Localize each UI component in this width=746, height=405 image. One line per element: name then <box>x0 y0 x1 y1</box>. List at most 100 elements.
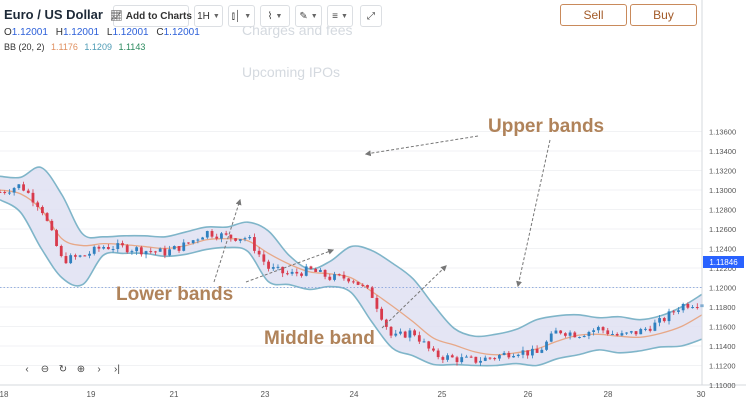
candle-body <box>370 287 374 298</box>
candle-body <box>460 357 464 363</box>
candle-body <box>41 206 44 214</box>
current-price-tag: 1.11846 <box>703 256 744 268</box>
candle-body <box>177 246 181 251</box>
candle-body <box>606 330 610 334</box>
upper-bands-annotation: Upper bands <box>488 116 605 137</box>
candle-body <box>26 190 30 193</box>
candle-body <box>121 243 124 246</box>
candle-body <box>139 247 143 255</box>
candle-body <box>271 267 275 269</box>
y-tick-label: 1.11800 <box>709 303 736 312</box>
candle-body <box>389 326 393 336</box>
candle-body <box>64 256 68 264</box>
candle-body <box>55 230 58 247</box>
candle-body <box>201 237 204 240</box>
add-to-charts-button[interactable]: 📈︎ Add to Charts <box>110 5 192 27</box>
candle-body <box>78 255 82 257</box>
candle-body <box>83 255 87 257</box>
candle-body <box>22 184 25 191</box>
candle-body <box>309 266 313 269</box>
y-tick-label: 1.11600 <box>709 323 736 332</box>
candle-body <box>12 188 16 193</box>
candle-body <box>695 307 699 309</box>
candle-body <box>318 269 322 272</box>
fullscreen-button[interactable]: ⤢ <box>360 5 382 27</box>
candle-body <box>587 332 591 336</box>
candle-body <box>0 191 2 193</box>
candle-body <box>172 246 176 250</box>
interval-dropdown[interactable]: 1H ▼ <box>194 5 223 27</box>
zoom-out-icon[interactable]: ⊖ <box>40 363 50 375</box>
candle-body <box>257 250 261 255</box>
low-label: L <box>106 27 113 38</box>
candle-body <box>347 278 351 282</box>
chart-navigation: ‹ ⊖ ↻ ⊕ › ›| <box>18 361 126 377</box>
x-tick-label: 23 <box>261 390 270 399</box>
candle-body <box>102 247 106 249</box>
candle-body <box>125 245 129 253</box>
candle-body <box>403 331 407 338</box>
candle-body <box>50 220 54 231</box>
sell-button[interactable]: Sell <box>560 4 627 26</box>
candle-body <box>248 237 252 239</box>
candle-body <box>380 308 384 320</box>
x-tick-label: 30 <box>697 390 706 399</box>
y-tick-label: 1.13000 <box>709 186 736 195</box>
candle-body <box>366 285 369 288</box>
candle-body <box>648 328 652 331</box>
zoom-in-icon[interactable]: ⊕ <box>76 363 86 375</box>
candle-body <box>73 255 77 257</box>
scroll-left-icon[interactable]: ‹ <box>25 363 29 375</box>
candle-body <box>224 233 228 235</box>
candle-body <box>8 192 11 194</box>
candle-body <box>229 234 233 239</box>
candle-body <box>436 350 440 358</box>
candle-body <box>253 237 256 251</box>
candle-body <box>634 331 638 335</box>
jump-to-end-icon[interactable]: ›| <box>114 363 120 375</box>
candle-body <box>658 318 661 323</box>
chevron-down-icon: ▼ <box>340 12 348 20</box>
high-label: H <box>55 27 63 38</box>
high-value: 1.12001 <box>62 27 100 38</box>
chevron-down-icon: ▼ <box>244 12 252 20</box>
candle-body <box>361 284 365 286</box>
candle-body <box>92 246 96 254</box>
chart-type-dropdown[interactable]: ⫾│ ▼ <box>228 5 255 27</box>
candle-body <box>502 352 506 356</box>
indicator-middle-value: 1.1176 <box>51 42 78 52</box>
interval-label: 1H <box>197 10 210 22</box>
annotation-arrow <box>213 198 242 283</box>
candle-body <box>545 341 548 350</box>
layers-icon: ≡ <box>332 10 338 22</box>
chevron-down-icon: ▼ <box>275 12 283 20</box>
candle-body <box>238 239 242 241</box>
indicators-dropdown[interactable]: ⌇ ▼ <box>260 5 290 27</box>
candle-body <box>130 251 134 253</box>
lower-band-line <box>0 199 703 367</box>
layers-dropdown[interactable]: ≡ ▼ <box>327 5 353 27</box>
candle-body <box>677 310 680 312</box>
x-tick-label: 26 <box>524 390 533 399</box>
indicator-readout: BB (20, 2) 1.1176 1.1209 1.1143 <box>4 42 145 52</box>
candle-body <box>31 192 35 203</box>
buy-button[interactable]: Buy <box>630 4 697 26</box>
drawing-tools-dropdown[interactable]: ✎ ▼ <box>295 5 322 27</box>
candle-body <box>488 357 492 359</box>
scroll-right-icon[interactable]: › <box>97 363 101 375</box>
annotation-arrow <box>245 248 335 283</box>
ghost-menu-item: Upcoming IPOs <box>242 64 341 80</box>
indicator-upper-value: 1.1209 <box>84 42 112 52</box>
candle-body <box>512 355 515 358</box>
candle-body <box>573 332 577 338</box>
candle-body <box>59 246 63 257</box>
candle-body <box>422 341 426 343</box>
candle-body <box>191 240 195 244</box>
upper-band-line <box>0 166 703 338</box>
candle-body <box>45 213 49 221</box>
reset-icon[interactable]: ↻ <box>58 363 68 375</box>
candle-body <box>290 271 294 274</box>
candle-body <box>135 247 139 252</box>
candle-body <box>417 335 421 342</box>
